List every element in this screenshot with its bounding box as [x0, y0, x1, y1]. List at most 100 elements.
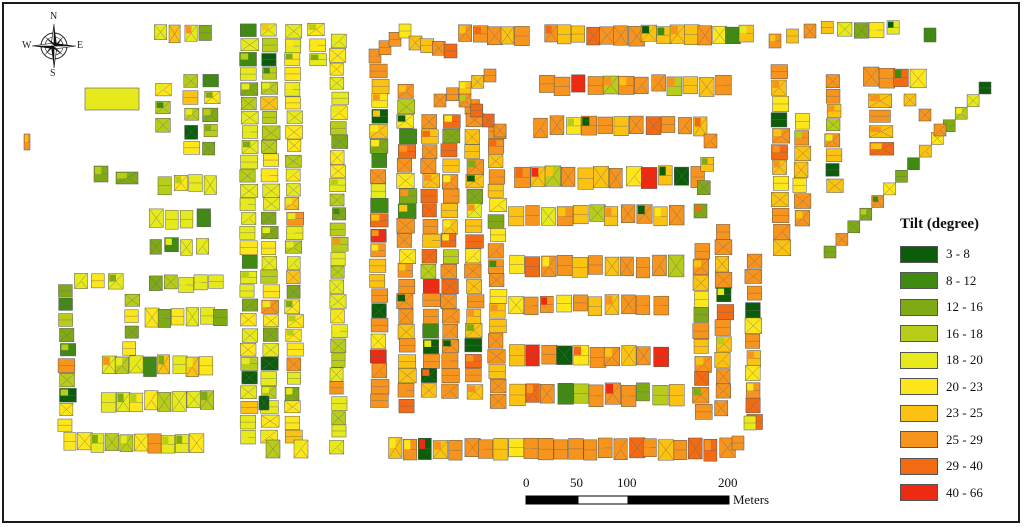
rooftop-parcel: [260, 269, 278, 284]
rooftop-parcel: [285, 96, 301, 110]
rooftop-parcel: [183, 141, 201, 155]
rooftop-parcel: [652, 254, 667, 277]
rooftop-parcel: [465, 219, 483, 233]
rooftop-parcel: [557, 383, 574, 405]
rooftop-parcel: [442, 128, 461, 144]
rooftop-parcel: [441, 368, 460, 383]
rooftop-parcel: [878, 68, 896, 89]
rooftop-parcel: [626, 166, 643, 187]
rooftop-parcel: [397, 324, 415, 340]
rooftop-parcel: [261, 299, 279, 314]
rooftop-parcel: [286, 284, 301, 299]
rooftop-parcel: [286, 226, 304, 240]
rooftop-parcel: [240, 270, 258, 284]
rooftop-parcel: [773, 239, 792, 256]
rooftop-parcel: [629, 437, 646, 459]
rooftop-parcel: [794, 210, 810, 227]
rooftop-parcel: [184, 125, 198, 140]
rooftop-parcel: [556, 206, 574, 227]
rooftop-parcel: [697, 180, 711, 195]
rooftop-parcel: [172, 355, 188, 374]
rooftop-parcel: [467, 294, 485, 309]
rooftop-parcel: [466, 188, 483, 205]
rooftop-parcel: [544, 24, 558, 43]
legend-item: 25 - 29: [900, 427, 1018, 454]
compass-rose-icon: [31, 23, 77, 69]
rooftop-parcel: [422, 233, 441, 248]
rooftop-parcel: [147, 433, 162, 454]
rooftop-parcel: [196, 208, 211, 227]
rooftop-parcel: [397, 383, 415, 398]
rooftop-parcel: [398, 368, 417, 384]
rooftop-parcel: [466, 308, 482, 324]
rooftop-parcel: [694, 356, 712, 373]
rooftop-parcel: [241, 111, 259, 125]
legend-item: 3 - 8: [900, 241, 1018, 268]
rooftop-parcel: [537, 438, 554, 461]
rooftop-parcel: [744, 269, 762, 284]
rooftop-parcel: [183, 74, 198, 88]
rooftop-parcel: [284, 66, 301, 81]
rooftop-parcel: [59, 373, 75, 388]
rooftop-parcel: [489, 198, 507, 212]
rooftop-parcel: [508, 206, 525, 227]
rooftop-parcel: [636, 204, 653, 224]
rooftop-parcel: [714, 400, 729, 417]
rooftop-parcel: [488, 259, 504, 274]
rooftop-parcel: [265, 439, 281, 459]
rooftop-parcel: [770, 64, 788, 79]
rooftop-parcel: [155, 118, 171, 133]
rooftop-parcel: [684, 24, 700, 45]
rooftop-parcel: [388, 32, 402, 47]
rooftop-parcel: [771, 192, 789, 208]
rooftop-parcel: [163, 274, 178, 290]
rooftop-parcel: [715, 256, 729, 273]
rooftop-parcel: [587, 76, 604, 95]
rooftop-parcel: [100, 392, 117, 413]
rooftop-parcel: [398, 144, 416, 159]
rooftop-parcel: [178, 277, 194, 293]
rooftop-parcel: [239, 52, 257, 67]
rooftop-parcel: [286, 256, 301, 270]
rooftop-parcel: [330, 150, 345, 165]
rooftop-parcel: [399, 249, 416, 264]
rooftop-parcel: [285, 154, 302, 168]
rooftop-parcel: [772, 159, 787, 175]
legend-label: 16 - 18: [946, 325, 983, 341]
rooftop-parcel: [284, 197, 300, 211]
rooftop-parcel: [635, 295, 651, 315]
rooftop-parcel: [493, 123, 507, 138]
rooftop-parcel: [489, 289, 508, 304]
rooftop-parcel: [715, 383, 731, 399]
rooftop-parcel: [604, 256, 620, 276]
rooftop-parcel: [370, 379, 390, 395]
rooftop-parcel: [482, 113, 495, 128]
rooftop-parcel: [369, 138, 389, 154]
rooftop-parcel: [370, 228, 387, 243]
rooftop-parcel: [738, 24, 754, 43]
rooftop-parcel: [666, 76, 683, 96]
rooftop-parcel: [241, 96, 257, 111]
rooftop-parcel: [369, 258, 387, 273]
rooftop-parcel: [669, 24, 686, 44]
rooftop-parcel: [422, 203, 437, 218]
rooftop-parcel: [188, 174, 203, 192]
rooftop-parcel: [286, 342, 304, 357]
legend-item: 12 - 16: [900, 294, 1018, 321]
rooftop-parcel: [168, 24, 181, 44]
rooftop-parcel: [239, 169, 256, 183]
rooftop-parcel: [196, 238, 209, 255]
legend-swatch: [900, 404, 938, 422]
rooftop-parcel: [490, 379, 507, 394]
rooftop-parcel: [525, 383, 540, 403]
rooftop-parcel: [954, 106, 968, 120]
rooftop-parcel: [240, 313, 257, 327]
rooftop-parcel: [868, 93, 892, 108]
rooftop-parcel: [577, 167, 594, 190]
rooftop-parcel: [795, 113, 810, 130]
rooftop-parcel: [203, 124, 218, 138]
rooftop-parcel: [423, 278, 440, 294]
rooftop-parcel: [853, 22, 869, 39]
rooftop-parcel: [441, 278, 459, 295]
rooftop-parcel: [258, 395, 270, 411]
